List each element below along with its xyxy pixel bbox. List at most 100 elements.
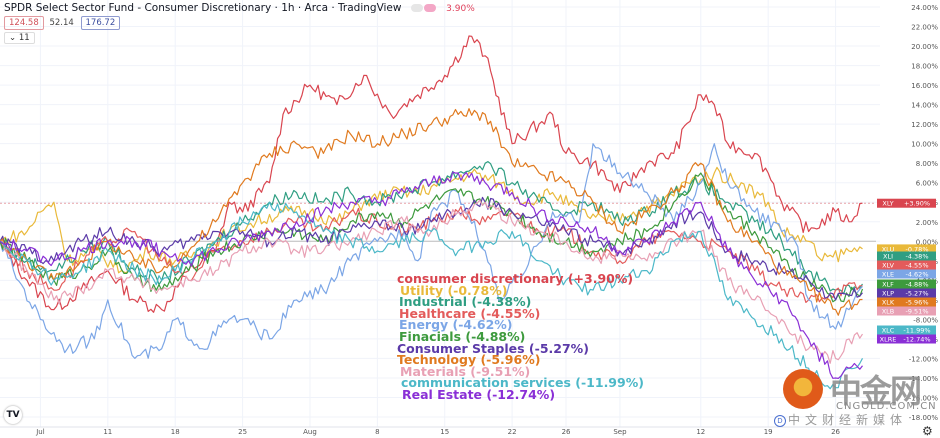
x-tick-label: 22 [508, 428, 517, 436]
price-tag-ticker: XLRE [880, 336, 897, 344]
price-tag-value-bg [899, 251, 936, 261]
y-tick-label: -14.00% [909, 375, 939, 383]
price-tag-ticker-bg [877, 288, 899, 298]
price-tag-ticker-bg [877, 279, 899, 289]
price-tag-value-bg [899, 306, 936, 316]
series-line-xly [0, 35, 863, 313]
price-tag-ticker: XLF [882, 281, 894, 289]
watermark-tagline: D 中文财经新媒体 [774, 411, 907, 428]
price-tag-ticker-bg [877, 306, 899, 316]
legend-item: Materials (-9.51%) [400, 363, 531, 379]
y-tick-label: 8.00% [916, 160, 939, 168]
price-tag-value-bg [899, 325, 936, 335]
price-tag-ticker: XLE [882, 271, 894, 279]
y-axis: 24.00% 22.00% 20.00% 18.00% 16.00% 14.00% 12.0… [909, 4, 939, 422]
price-tag-value-bg [899, 269, 936, 279]
watermark-tagline-text: 中文财经新媒体 [788, 413, 908, 427]
watermark-logo-icon [783, 369, 823, 409]
x-tick-label: Jul [35, 428, 45, 436]
legend-item: Technology (-5.96%) [397, 352, 541, 368]
legend-item: Consumer Staples (-5.27%) [397, 340, 589, 356]
price-tag-value-bg [899, 297, 936, 307]
price-tag-ticker-bg [877, 334, 899, 344]
price-tag-xlre: XLRE -12.74% [877, 334, 936, 344]
gear-icon[interactable]: ⚙ [922, 424, 933, 438]
series-line-xlu [0, 166, 863, 274]
tradingview-logo-icon[interactable]: TV [4, 406, 22, 424]
collapse-button[interactable]: ⌄ 11 [4, 32, 35, 44]
series-lines [0, 35, 864, 390]
y-tick-label: 10.00% [911, 141, 938, 149]
y-tick-label: -12.00% [909, 355, 939, 363]
y-tick-label: 24.00% [911, 4, 938, 12]
value-box-1[interactable]: 124.58 [4, 16, 44, 30]
x-tick-label: 11 [103, 428, 112, 436]
price-tag-ticker-bg [877, 244, 899, 254]
price-tag-ticker: XLY [882, 200, 893, 208]
legend-item: Finacials (-4.88%) [399, 328, 526, 344]
price-tag-ticker: XLU [882, 245, 895, 253]
watermark-domain: CNGOLD.COM.CN [836, 401, 937, 412]
series-line-xle [0, 143, 863, 359]
minus-equal-toggle-icon[interactable] [410, 2, 437, 14]
price-tag-value: -5.96% [906, 299, 929, 307]
price-tag-xlb: XLB -9.51% [877, 306, 936, 316]
header-values: 124.58 52.14 176.72 [4, 16, 123, 30]
y-tick-label: -8.00% [913, 316, 938, 324]
price-tag-value-bg [899, 260, 936, 270]
price-tag-ticker: XLV [882, 262, 894, 270]
price-tag-value-bg [899, 279, 936, 289]
price-tag-value: -4.55% [906, 262, 929, 270]
legend: consumer discretionary (+3.90%) Utility (… [397, 272, 644, 402]
y-tick-label: 6.00% [916, 180, 939, 188]
price-tag-value: -9.51% [906, 308, 929, 316]
chart-title: SPDR Select Sector Fund - Consumer Discr… [4, 2, 402, 14]
price-tag-ticker-bg [877, 269, 899, 279]
price-tag-xly: XLY +3.90% [877, 198, 936, 208]
x-tick-label: 19 [764, 428, 773, 436]
y-tick-label: 2.00% [916, 219, 939, 227]
price-tag-ticker-bg [877, 251, 899, 261]
y-tick-label: 12.00% [911, 121, 938, 129]
change-percent: 3.90% [446, 4, 475, 14]
price-tag-ticker-bg [877, 325, 899, 335]
price-tag-xlk: XLK -5.96% [877, 297, 936, 307]
x-tick-label: 25 [238, 428, 247, 436]
price-tag-value: -4.88% [906, 281, 929, 289]
x-tick-label: 26 [562, 428, 571, 436]
x-tick-label: 15 [440, 428, 449, 436]
series-line-xlc [0, 201, 864, 390]
price-tag-xli: XLI -4.38% [877, 251, 936, 261]
price-tag-xlf: XLF -4.88% [877, 279, 936, 289]
y-tick-label: 20.00% [911, 43, 938, 51]
price-tag-ticker: XLI [883, 253, 893, 261]
price-tag-ticker-bg [877, 260, 899, 270]
y-tick-label: 16.00% [911, 82, 938, 90]
value-box-3[interactable]: 176.72 [80, 16, 121, 30]
series-line-xlk [0, 108, 863, 316]
series-line-xlre [0, 171, 863, 379]
chart-header: SPDR Select Sector Fund - Consumer Discr… [4, 2, 475, 14]
price-tag-value: -4.38% [906, 253, 929, 261]
watermark-brand: 中金网 [830, 372, 922, 410]
y-tick-label: -16.00% [909, 394, 939, 402]
y-tick-label: 0.00% [916, 238, 939, 246]
legend-item: Healthcare (-4.55%) [399, 305, 541, 321]
watermark-badge: D [774, 414, 786, 427]
legend-item: Real Estate (-12.74%) [402, 386, 556, 402]
price-tag-value-bg [899, 288, 936, 298]
value-2: 52.14 [49, 18, 74, 28]
price-tag-ticker: XLC [882, 327, 895, 335]
legend-item: Energy (-4.62%) [399, 317, 513, 333]
x-tick-label: 26 [831, 428, 840, 436]
chevron-down-icon: ⌄ [9, 33, 17, 43]
collapse-count: 11 [18, 33, 30, 43]
price-tag-value: -5.27% [906, 290, 929, 298]
price-tag-xlc: XLC -11.99% [877, 325, 936, 335]
y-tick-label: 22.00% [911, 24, 938, 32]
legend-item: communication services (-11.99%) [401, 375, 644, 391]
price-tag-value-bg [899, 198, 936, 208]
x-tick-label: 8 [375, 428, 379, 436]
price-tag-value: -0.78% [906, 245, 929, 253]
